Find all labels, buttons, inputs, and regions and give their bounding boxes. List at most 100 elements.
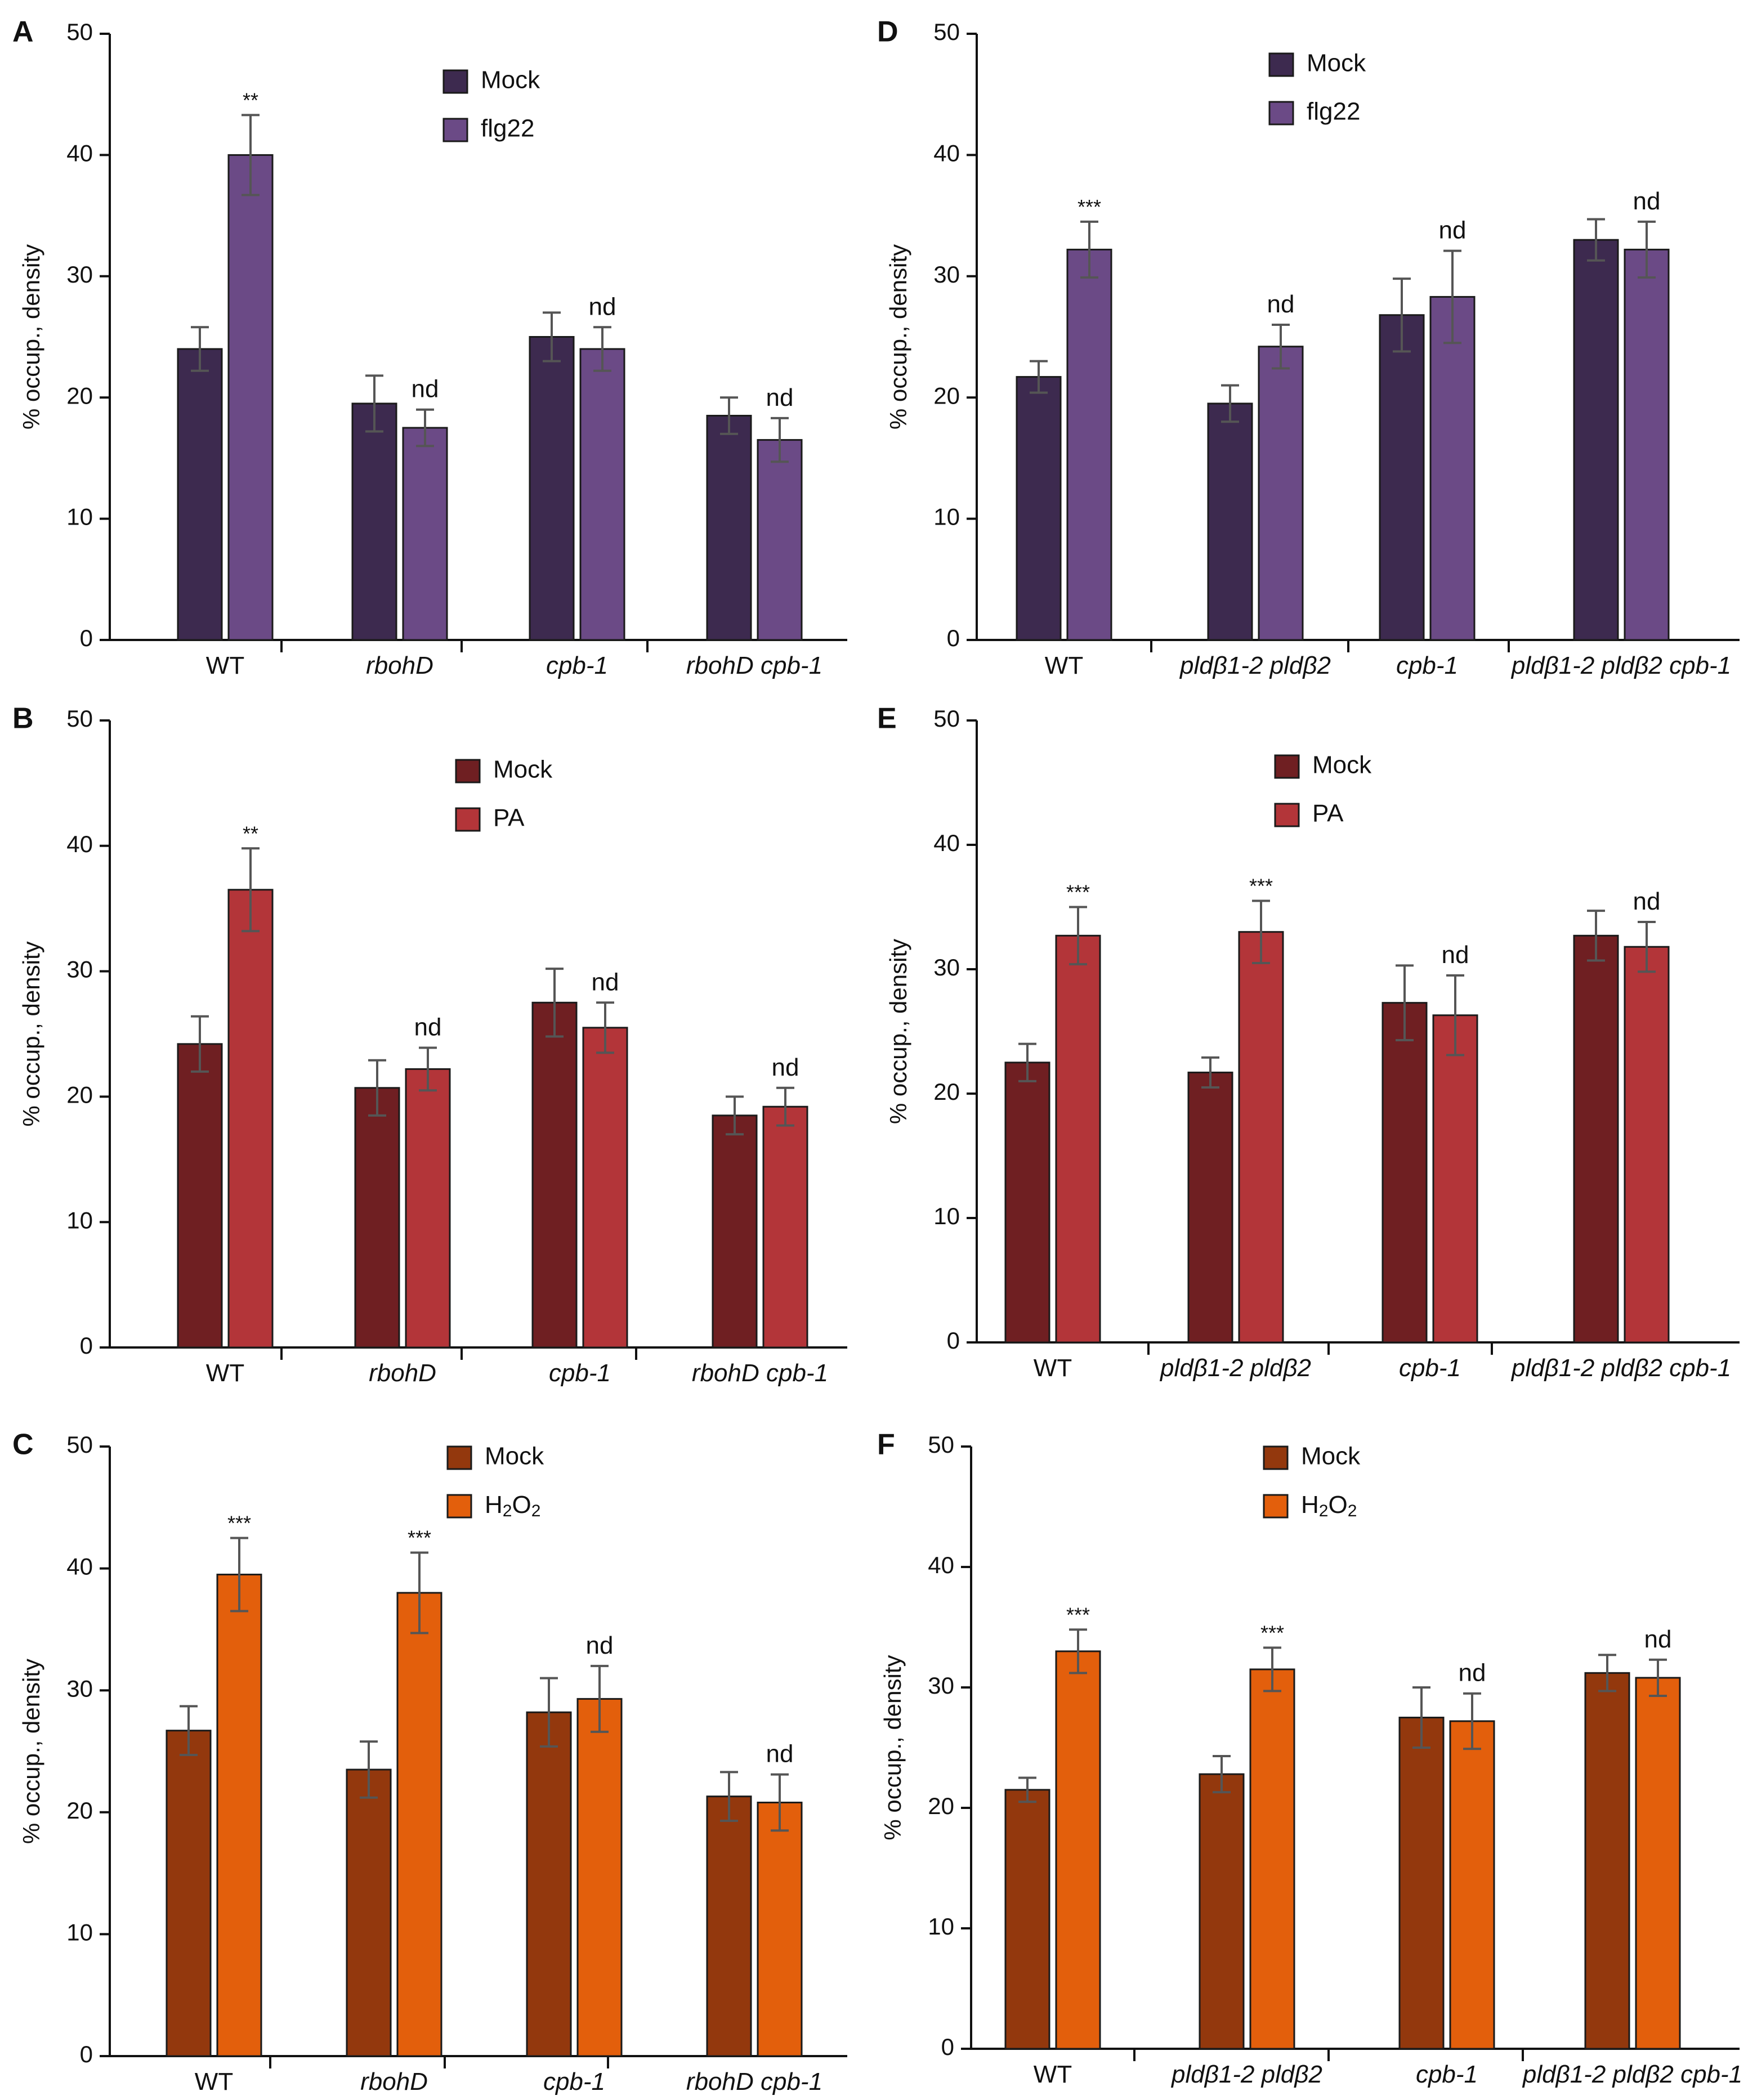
significance-label: nd [1633,888,1661,915]
significance-label: nd [412,375,439,403]
bar [1379,314,1425,641]
bar [177,1043,223,1349]
x-tick-label: cpb-1 [1396,652,1458,679]
legend-label: H2O2 [485,1491,540,1520]
bar [1066,248,1112,641]
significance-label: *** [1078,195,1101,218]
y-tick-label: 50 [933,19,960,45]
y-tick-label: 10 [933,504,960,530]
legend-label: PA [493,804,525,832]
y-tick-label: 40 [66,831,93,857]
significance-label: *** [227,1511,251,1534]
y-tick-label: 20 [66,1081,93,1108]
y-tick-label: 0 [80,1332,93,1359]
bar [1004,1062,1050,1344]
legend-swatch [446,1445,472,1470]
bar [1207,402,1253,641]
legend-swatch [1274,754,1300,779]
panel-label: E [877,702,897,735]
bar [1055,934,1101,1344]
significance-label: *** [1249,874,1273,897]
y-tick-label: 20 [928,1793,954,1819]
x-tick-label: rbohD cpb-1 [692,1359,828,1387]
bar [1055,1650,1101,2050]
y-tick-label: 10 [66,504,93,530]
bar [1199,1773,1245,2050]
bar [351,402,397,641]
bar [1449,1720,1495,2050]
significance-label: nd [766,384,794,411]
bar [1573,239,1619,641]
x-tick-label: pldβ1-2 pldβ2 cpb-1 [1510,652,1731,679]
legend-label: Mock [1312,751,1372,779]
x-tick-label: rbohD [360,2068,428,2095]
bar [396,1592,442,2057]
x-tick-label: cpb-1 [1416,2061,1478,2088]
bar [1258,346,1304,641]
bar [402,427,448,641]
x-tick-label: cpb-1 [549,1359,611,1387]
x-tick-label: pldβ1-2 pldβ2 [1170,2061,1322,2088]
panel-label: C [12,1429,34,1461]
bar [1429,295,1476,641]
x-tick-label: WT [206,652,244,679]
legend-label: flg22 [1307,98,1360,126]
y-tick-label: 0 [947,1327,960,1354]
significance-label: nd [589,293,616,320]
bar [1238,931,1284,1344]
legend-swatch [1274,803,1300,827]
legend-label: PA [1312,800,1344,827]
legend-swatch [1263,1494,1289,1519]
bar [227,889,274,1349]
legend: Mock flg22 [1268,50,1366,126]
significance-label: nd [586,1632,614,1659]
x-tick-label: WT [195,2068,233,2095]
x-tick-label: pldβ1-2 pldβ2 cpb-1 [1510,1354,1731,1382]
chart-panel-d: D 0 10 20 30 40 50 % occup., density *** WT nd pldβ… [877,16,1740,679]
x-tick-label: rbohD cpb-1 [686,2068,822,2095]
y-tick-label: 30 [66,1675,93,1702]
significance-label: nd [1439,217,1467,244]
legend: Mock PA [1274,751,1372,827]
panel-label: B [12,702,34,735]
legend-swatch [442,118,468,142]
y-tick-label: 10 [928,1913,954,1940]
legend-label: Mock [1307,50,1366,77]
y-axis-label: % occup., density [885,244,911,429]
significance-label: *** [1066,881,1090,904]
y-tick-label: 50 [66,705,93,732]
legend-swatch [1268,101,1294,126]
bar [712,1114,758,1349]
x-tick-label: pldβ1-2 pldβ2 [1159,1354,1311,1382]
y-tick-label: 40 [66,1553,93,1580]
x-tick-label: pldβ1-2 pldβ2 [1179,652,1331,679]
x-tick-label: WT [1034,1354,1072,1382]
bar [582,1027,628,1349]
legend-swatch [1263,1445,1289,1470]
bar [526,1711,572,2057]
legend: Mock H2O2 [446,1443,544,1520]
x-tick-label: WT [1045,652,1083,679]
panel-label: F [877,1429,895,1461]
y-tick-label: 40 [933,830,960,856]
y-axis-label: % occup., density [18,1659,44,1844]
chart-panel-e: E 0 10 20 30 40 50 % occup., density *** WT *** pld… [877,702,1740,1382]
bar [1624,946,1670,1344]
y-tick-label: 30 [928,1672,954,1699]
legend-label: Mock [493,756,553,783]
y-tick-label: 30 [933,954,960,980]
legend: Mock flg22 [442,66,540,142]
bar [1004,1789,1050,2050]
y-axis-label: % occup., density [18,244,44,429]
legend-swatch [1268,52,1294,77]
bar [1398,1717,1445,2050]
bar [531,1001,578,1349]
y-tick-label: 50 [66,1431,93,1458]
significance-label: *** [408,1526,431,1549]
significance-label: nd [1644,1626,1672,1653]
bar [1016,376,1062,641]
y-tick-label: 50 [928,1431,954,1458]
legend-label: flg22 [481,115,534,142]
y-tick-label: 0 [947,625,960,651]
y-tick-label: 30 [66,261,93,288]
